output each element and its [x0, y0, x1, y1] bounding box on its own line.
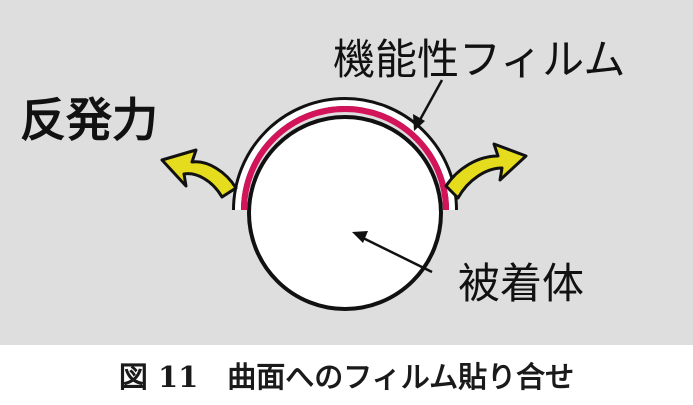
diagram-panel: 機能性フィルム 反発力 被着体 — [0, 0, 693, 345]
film-gap — [235, 100, 455, 211]
right-repulsion-arrow — [444, 142, 528, 200]
film-pointer-arrow — [413, 79, 444, 131]
curved-surface-diagram — [160, 79, 528, 311]
repulsion-force-label: 反発力 — [20, 93, 158, 147]
functional-film-label: 機能性フィルム — [333, 35, 626, 84]
adherend-circle — [247, 115, 443, 311]
adherend-label: 被着体 — [458, 259, 585, 308]
object-pointer-arrow — [352, 231, 433, 274]
figure-caption: 図 11 曲面へのフィルム貼り合せ — [118, 360, 575, 394]
functional-film-layer — [241, 106, 449, 211]
left-repulsion-arrow — [160, 148, 238, 199]
